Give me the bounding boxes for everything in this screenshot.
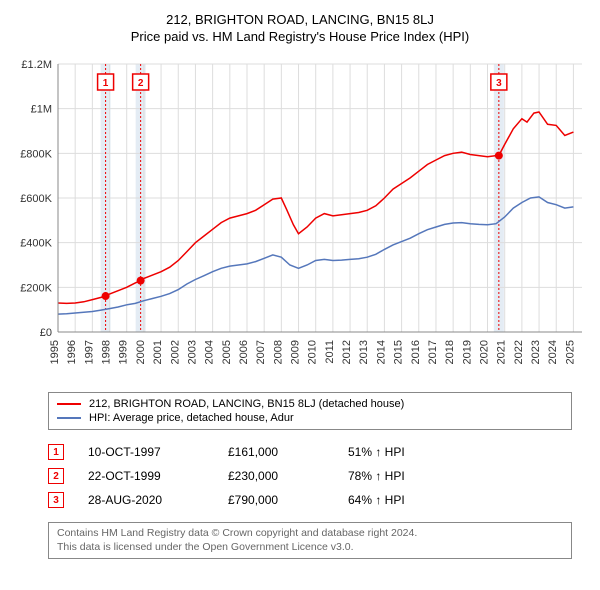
svg-text:2003: 2003 — [186, 340, 198, 364]
svg-text:2015: 2015 — [393, 340, 405, 364]
svg-text:2020: 2020 — [479, 340, 491, 364]
svg-text:3: 3 — [496, 78, 502, 89]
legend: 212, BRIGHTON ROAD, LANCING, BN15 8LJ (d… — [48, 392, 572, 430]
svg-text:£0: £0 — [40, 327, 52, 339]
svg-text:2024: 2024 — [547, 340, 559, 364]
svg-text:1999: 1999 — [118, 340, 130, 364]
sale-row: 3 28-AUG-2020 £790,000 64% ↑ HPI — [48, 488, 572, 512]
footer-attribution: Contains HM Land Registry data © Crown c… — [48, 522, 572, 559]
footer-line-1: Contains HM Land Registry data © Crown c… — [57, 527, 563, 541]
svg-text:2006: 2006 — [238, 340, 250, 364]
svg-text:2004: 2004 — [204, 340, 216, 364]
svg-text:2001: 2001 — [152, 340, 164, 364]
svg-text:2023: 2023 — [530, 340, 542, 364]
legend-swatch-hpi — [57, 417, 81, 419]
svg-text:£400K: £400K — [20, 238, 52, 250]
sale-marker-2: 2 — [48, 468, 64, 484]
chart-plot-area: £0 £200K £400K £600K £800K £1M £1.2M 1995 1996 19… — [8, 54, 592, 384]
legend-item-hpi: HPI: Average price, detached house, Adur — [57, 411, 563, 425]
sale-row: 2 22-OCT-1999 £230,000 78% ↑ HPI — [48, 464, 572, 488]
svg-text:2022: 2022 — [513, 340, 525, 364]
chart-container: 212, BRIGHTON ROAD, LANCING, BN15 8LJ Pr… — [0, 0, 600, 567]
chart-title: 212, BRIGHTON ROAD, LANCING, BN15 8LJ — [8, 12, 592, 27]
footer-line-2: This data is licensed under the Open Gov… — [57, 541, 563, 555]
sale-marker-1: 1 — [48, 444, 64, 460]
svg-text:2009: 2009 — [290, 340, 302, 364]
svg-text:£1M: £1M — [31, 104, 52, 116]
svg-text:£1.2M: £1.2M — [21, 59, 52, 71]
legend-label-property: 212, BRIGHTON ROAD, LANCING, BN15 8LJ (d… — [89, 398, 404, 410]
svg-text:2014: 2014 — [375, 340, 387, 364]
sale-hpi: 64% ↑ HPI — [348, 493, 468, 507]
legend-swatch-property — [57, 403, 81, 405]
sale-date: 28-AUG-2020 — [88, 493, 228, 507]
sale-price: £161,000 — [228, 445, 348, 459]
svg-text:2013: 2013 — [358, 340, 370, 364]
svg-text:2005: 2005 — [221, 340, 233, 364]
svg-text:1998: 1998 — [101, 340, 113, 364]
sale-date: 22-OCT-1999 — [88, 469, 228, 483]
sale-hpi: 78% ↑ HPI — [348, 469, 468, 483]
svg-text:1: 1 — [103, 78, 109, 89]
svg-text:2016: 2016 — [410, 340, 422, 364]
svg-text:1995: 1995 — [49, 340, 61, 364]
sale-marker-3: 3 — [48, 492, 64, 508]
svg-text:2010: 2010 — [307, 340, 319, 364]
svg-text:2000: 2000 — [135, 340, 147, 364]
sale-price: £230,000 — [228, 469, 348, 483]
chart-subtitle: Price paid vs. HM Land Registry's House … — [8, 29, 592, 44]
sale-date: 10-OCT-1997 — [88, 445, 228, 459]
svg-text:1996: 1996 — [66, 340, 78, 364]
svg-text:2: 2 — [138, 78, 144, 89]
sale-price: £790,000 — [228, 493, 348, 507]
svg-text:£200K: £200K — [20, 282, 52, 294]
svg-text:1997: 1997 — [83, 340, 95, 364]
svg-text:2018: 2018 — [444, 340, 456, 364]
svg-text:2012: 2012 — [341, 340, 353, 364]
sales-table: 1 10-OCT-1997 £161,000 51% ↑ HPI 2 22-OC… — [48, 440, 572, 512]
svg-text:2011: 2011 — [324, 340, 336, 364]
svg-text:2025: 2025 — [564, 340, 576, 364]
sale-row: 1 10-OCT-1997 £161,000 51% ↑ HPI — [48, 440, 572, 464]
svg-text:2007: 2007 — [255, 340, 267, 364]
svg-text:2021: 2021 — [496, 340, 508, 364]
svg-text:£600K: £600K — [20, 193, 52, 205]
legend-item-property: 212, BRIGHTON ROAD, LANCING, BN15 8LJ (d… — [57, 397, 563, 411]
svg-text:£800K: £800K — [20, 148, 52, 160]
svg-text:2017: 2017 — [427, 340, 439, 364]
legend-label-hpi: HPI: Average price, detached house, Adur — [89, 412, 294, 424]
svg-text:2019: 2019 — [461, 340, 473, 364]
sale-hpi: 51% ↑ HPI — [348, 445, 468, 459]
svg-text:2008: 2008 — [272, 340, 284, 364]
svg-text:2002: 2002 — [169, 340, 181, 364]
